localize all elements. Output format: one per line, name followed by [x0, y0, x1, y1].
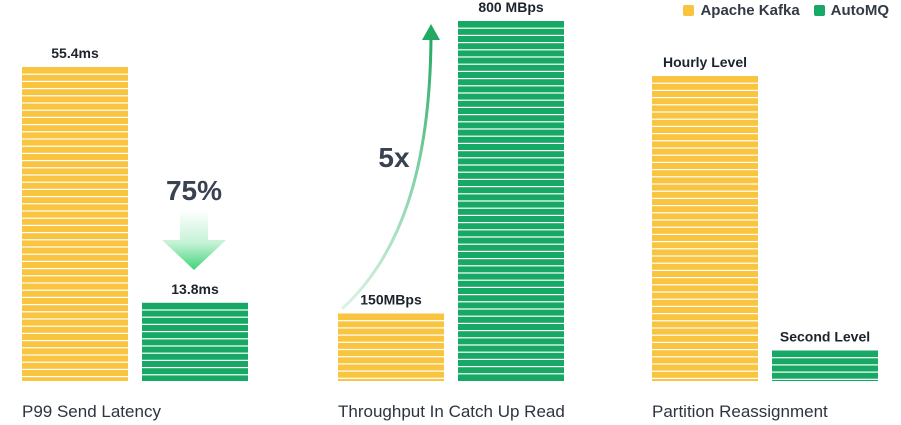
bar-2-automq [458, 21, 564, 381]
legend: Apache Kafka AutoMQ [683, 2, 889, 19]
annotations-layer [162, 24, 440, 310]
legend-item-automq: AutoMQ [813, 2, 889, 19]
data-label-1-1: 55.4ms [51, 45, 99, 61]
legend-item-kafka: Apache Kafka [683, 2, 800, 19]
labels-layer: 55.4ms 13.8ms P99 Send Latency 150MBps 800 M… [22, 0, 870, 421]
data-label-1-2: 13.8ms [171, 281, 219, 297]
legend-label-automq: AutoMQ [830, 2, 889, 19]
chart-title-1: P99 Send Latency [22, 402, 161, 421]
legend-swatch-automq [813, 5, 825, 16]
annotation-reduction: 75% [166, 175, 222, 206]
data-label-3-2: Second Level [780, 329, 870, 345]
bar-1-kafka [22, 67, 128, 381]
data-label-2-2: 800 MBps [478, 0, 544, 15]
bar-1-automq [142, 302, 248, 381]
bar-2-kafka [338, 313, 444, 381]
bars-layer [22, 21, 878, 381]
chart-title-3: Partition Reassignment [652, 402, 828, 421]
growth-arrow-icon [341, 24, 440, 310]
chart-title-2: Throughput In Catch Up Read [338, 402, 565, 421]
down-arrow-icon [162, 210, 226, 270]
data-label-3-1: Hourly Level [663, 54, 747, 70]
legend-label-kafka: Apache Kafka [700, 2, 800, 19]
bar-3-kafka [652, 76, 758, 381]
annotation-multiplier: 5x [378, 142, 410, 173]
bar-3-automq [772, 350, 878, 381]
legend-swatch-kafka [683, 5, 695, 16]
data-label-2-1: 150MBps [360, 292, 422, 308]
